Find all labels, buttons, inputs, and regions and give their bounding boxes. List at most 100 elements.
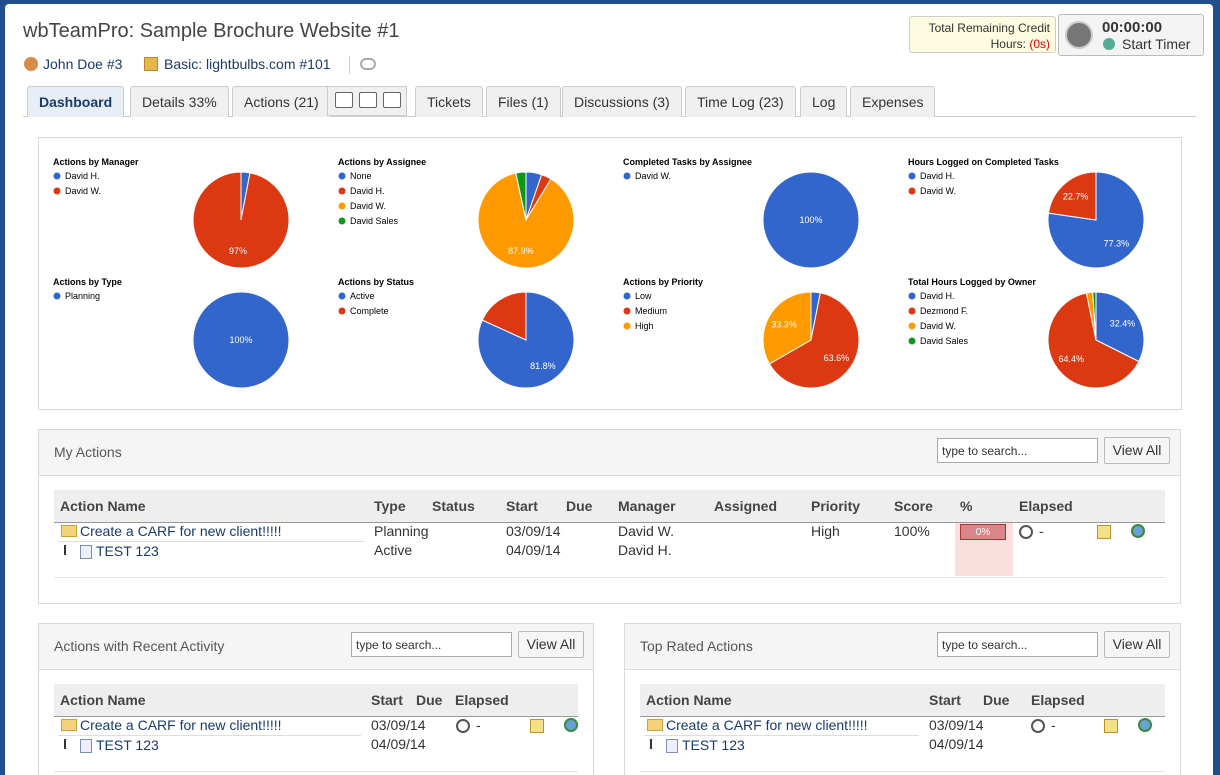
view-all-button[interactable]: View All [1104, 631, 1170, 658]
tab[interactable]: Actions (21) [232, 86, 331, 117]
sub-link[interactable]: TEST 123 [96, 737, 159, 753]
slice-label: 63.6% [824, 353, 850, 363]
table-header [54, 490, 1165, 523]
table-row-line [54, 577, 1165, 578]
elapsed: - [1039, 523, 1044, 539]
action-link[interactable]: Create a CARF for new client!!!!! [80, 523, 282, 539]
column-header: Type [374, 498, 406, 514]
percent-bar: 0% [960, 524, 1006, 540]
view-all-button[interactable]: View All [518, 631, 584, 658]
legend-label: David W. [635, 171, 671, 181]
watch-icon[interactable] [360, 58, 376, 70]
column-header: Due [416, 692, 443, 708]
folder-icon [61, 525, 77, 537]
tab[interactable]: Log [800, 86, 848, 117]
search-box[interactable]: type to search... [937, 438, 1098, 463]
legend-dot [908, 322, 916, 330]
list-icon[interactable] [335, 92, 353, 108]
tab[interactable]: Time Log (23) [685, 86, 796, 117]
credit-label: Total Remaining Credit Hours: [928, 21, 1050, 51]
chart-title: Actions by Status [338, 277, 414, 287]
column-header: Score [894, 498, 933, 514]
edit-icon[interactable] [530, 719, 544, 733]
edit-icon[interactable] [1104, 719, 1118, 733]
legend-dot [623, 322, 631, 330]
sub-line [58, 541, 364, 542]
action-link[interactable]: Create a CARF for new client!!!!! [80, 717, 282, 733]
pie-slice [192, 291, 290, 389]
pie-slice [192, 171, 290, 269]
user-link[interactable]: John Doe #3 [43, 56, 123, 72]
search-box[interactable]: type to search... [351, 632, 512, 657]
list-icon[interactable] [359, 92, 377, 108]
tab[interactable]: Expenses [850, 86, 936, 117]
action-link[interactable]: Create a CARF for new client!!!!! [666, 717, 868, 733]
legend-label: Dezmond F. [920, 306, 968, 316]
legend-label: Active [350, 291, 375, 301]
legend-label: None [350, 171, 372, 181]
legend-label: David W. [920, 321, 956, 331]
legend-label: David W. [350, 201, 386, 211]
list-icon[interactable] [383, 92, 401, 108]
column-header: Action Name [60, 498, 146, 514]
pie-slice [762, 291, 812, 365]
legend-label: David Sales [350, 216, 399, 226]
view-all-button[interactable]: View All [1104, 437, 1170, 464]
legend-dot [338, 217, 346, 225]
timer-icon[interactable] [1131, 524, 1145, 538]
legend-label: Complete [350, 306, 389, 316]
slice-label: 22.7% [1063, 191, 1089, 201]
elapsed: - [1051, 717, 1056, 733]
credit-text: Total Remaining Credit Hours: (0s) [920, 20, 1050, 52]
column-header: Priority [811, 498, 861, 514]
tab[interactable]: Discussions (3) [562, 86, 682, 117]
tab[interactable]: Details 33% [130, 86, 229, 117]
edit-icon[interactable] [1097, 525, 1111, 539]
legend-label: Low [635, 291, 652, 301]
legend-label: High [635, 321, 654, 331]
tab[interactable]: Dashboard [27, 86, 125, 117]
cell-start: 03/09/14 [929, 717, 984, 733]
elapsed-circle [456, 719, 470, 733]
user-icon [24, 57, 38, 71]
legend-dot [908, 172, 916, 180]
tab[interactable]: Tickets [415, 86, 483, 117]
timer-button[interactable]: Start Timer [1122, 36, 1191, 52]
legend-label: Medium [635, 306, 667, 316]
timer-box[interactable]: 00:00:00 Start Timer [1058, 14, 1204, 56]
pie-slice [481, 291, 527, 341]
legend-dot [623, 292, 631, 300]
charts: Actions by Manager David H. David W. 97% Act… [53, 157, 1145, 389]
cell-assigned: David H. [618, 542, 672, 558]
doc-icon [80, 739, 92, 753]
sub-line [58, 735, 361, 736]
legend-label: David Sales [920, 336, 969, 346]
pie-slice [477, 172, 575, 269]
elapsed-circle [1019, 525, 1033, 539]
search-box[interactable]: type to search... [937, 632, 1098, 657]
timer-icon[interactable] [1138, 718, 1152, 732]
timer-icon [1103, 38, 1115, 50]
legend-dot [53, 187, 61, 195]
timer-icon[interactable] [564, 718, 578, 732]
slice-label: 97% [229, 246, 247, 256]
sub-link[interactable]: TEST 123 [682, 737, 745, 753]
legend-dot [908, 307, 916, 315]
sub-line [644, 735, 919, 736]
sub-link[interactable]: TEST 123 [96, 543, 159, 559]
pie-slice [1095, 291, 1145, 363]
cell-score: 100% [894, 523, 930, 539]
column-header: Elapsed [1031, 692, 1085, 708]
legend-dot [338, 307, 346, 315]
legend-dot [338, 172, 346, 180]
cell-due: 04/09/14 [929, 736, 984, 752]
tab[interactable]: Files (1) [486, 86, 561, 117]
legend-dot [908, 292, 916, 300]
column-header: Start [371, 692, 403, 708]
pie-slice [515, 171, 527, 221]
column-header: Elapsed [455, 692, 509, 708]
sub-arrow [64, 545, 66, 555]
credit-box: Total Remaining Credit Hours: (0s) [909, 16, 1056, 53]
product-link[interactable]: Basic: lightbulbs.com #101 [164, 56, 331, 72]
